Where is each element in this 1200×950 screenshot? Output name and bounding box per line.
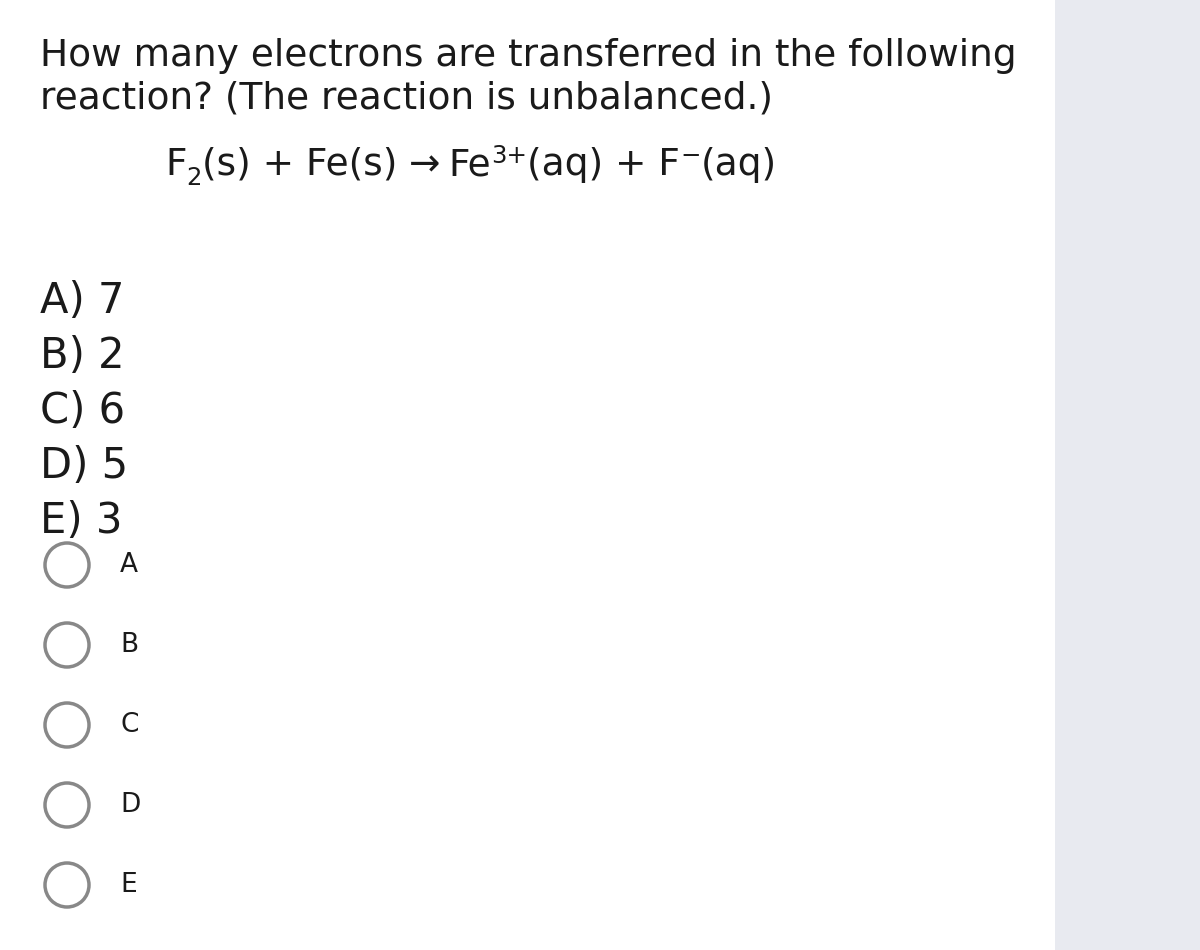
Text: E: E xyxy=(120,872,137,898)
Text: How many electrons are transferred in the following: How many electrons are transferred in th… xyxy=(40,38,1016,74)
Text: (s) + Fe(s): (s) + Fe(s) xyxy=(202,147,409,183)
Text: B: B xyxy=(120,632,138,658)
Text: D) 5: D) 5 xyxy=(40,445,128,487)
Text: 3+: 3+ xyxy=(491,144,527,168)
Text: −: − xyxy=(680,144,701,168)
Text: D: D xyxy=(120,792,140,818)
Text: A: A xyxy=(120,552,138,578)
Text: Fe: Fe xyxy=(449,147,491,183)
Text: A) 7: A) 7 xyxy=(40,280,125,322)
Bar xyxy=(1055,0,1200,950)
Text: C: C xyxy=(120,712,138,738)
Text: F: F xyxy=(166,147,186,183)
Text: 2: 2 xyxy=(186,166,202,190)
Text: →: → xyxy=(409,147,440,183)
Text: (aq) + F: (aq) + F xyxy=(527,147,680,183)
Text: E) 3: E) 3 xyxy=(40,500,122,542)
Text: (aq): (aq) xyxy=(701,147,776,183)
Text: B) 2: B) 2 xyxy=(40,335,125,377)
Text: reaction? (The reaction is unbalanced.): reaction? (The reaction is unbalanced.) xyxy=(40,80,773,116)
Text: C) 6: C) 6 xyxy=(40,390,125,432)
